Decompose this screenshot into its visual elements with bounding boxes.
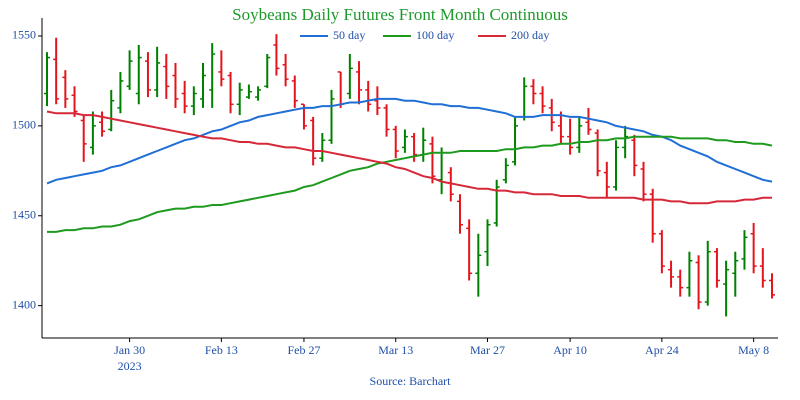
x-tick-label: Jan 30 2023 <box>114 343 145 373</box>
legend-label: 200 day <box>511 28 549 42</box>
x-tick-label: Apr 10 <box>553 343 587 357</box>
y-tick-label: 1400 <box>12 297 36 311</box>
y-tick-label: 1550 <box>12 28 36 42</box>
x-tick-label: May 8 <box>738 343 769 357</box>
moving-average-line <box>47 135 773 233</box>
x-tick-label: Apr 24 <box>645 343 679 357</box>
chart-title: Soybeans Daily Futures Front Month Conti… <box>232 5 568 24</box>
legend-label: 100 day <box>416 28 454 42</box>
x-tick-label: Mar 27 <box>470 343 505 357</box>
x-tick-label: Feb 27 <box>287 343 320 357</box>
legend-label: 50 day <box>333 28 365 42</box>
x-tick-label: Feb 13 <box>205 343 238 357</box>
moving-average-line <box>46 110 772 205</box>
source-note: Source: Barchart <box>370 374 452 388</box>
moving-average-line <box>46 97 773 185</box>
x-tick-label: Mar 13 <box>378 343 413 357</box>
y-tick-label: 1450 <box>12 208 36 222</box>
y-tick-label: 1500 <box>12 118 36 132</box>
